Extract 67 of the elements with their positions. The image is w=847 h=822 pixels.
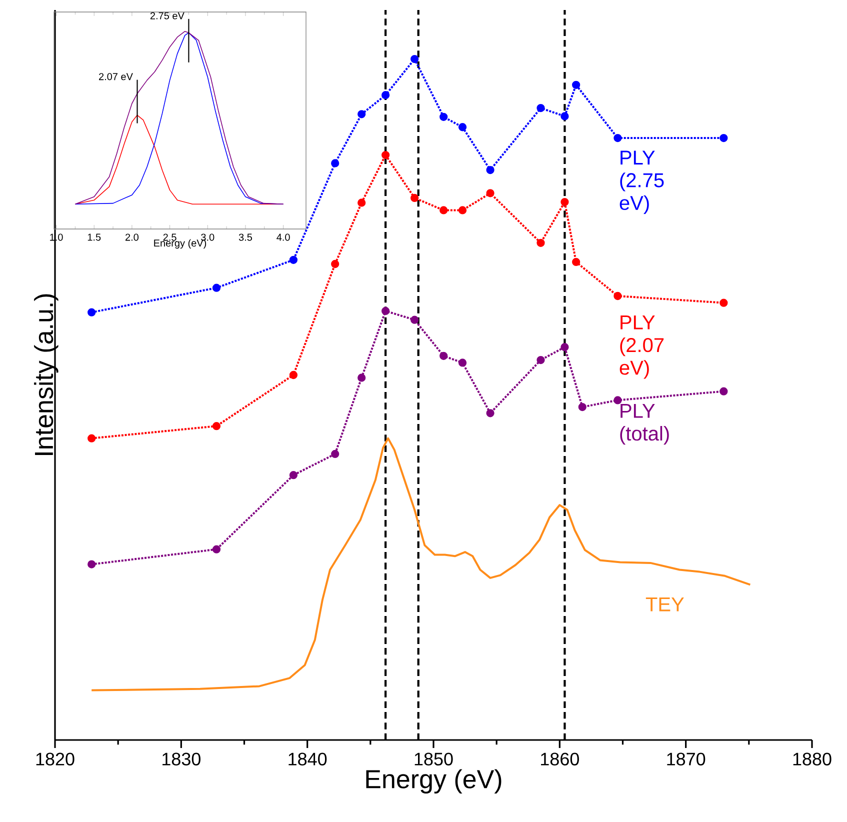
point	[560, 112, 569, 120]
x-axis-title: Energy (eV)	[366, 769, 502, 794]
x-tick-label: 2.5	[163, 234, 176, 241]
x-tick-label: 1860	[541, 752, 579, 766]
point	[331, 260, 340, 268]
point	[358, 374, 366, 382]
point	[614, 134, 622, 142]
x-tick-label: 2.0	[126, 234, 139, 241]
y-axis-title: Intensity (a.u.)	[34, 294, 58, 455]
point	[212, 422, 221, 430]
x-axis-title: Energy (eV)	[154, 239, 206, 249]
point	[212, 545, 221, 554]
point	[88, 560, 96, 568]
point	[536, 104, 545, 112]
series-label: PLY (2.75 eV)	[620, 150, 664, 214]
point	[720, 387, 728, 396]
point	[289, 471, 298, 480]
x-tick-label: 4.0	[276, 234, 290, 241]
point	[720, 298, 728, 307]
point	[486, 166, 494, 174]
point	[458, 123, 467, 132]
point	[560, 343, 569, 352]
x-tick-label: 1830	[162, 752, 200, 766]
x-tick-label: 1820	[36, 752, 74, 766]
x-tick-label: 3.5	[238, 234, 252, 241]
point	[88, 434, 96, 442]
point	[410, 316, 419, 324]
point	[614, 292, 622, 300]
point	[88, 308, 96, 316]
point	[486, 409, 494, 418]
point	[381, 306, 390, 316]
point	[560, 198, 569, 206]
x-tick-label: 1880	[793, 752, 832, 766]
series-label: PLY (2.07 eV)	[620, 316, 664, 379]
point	[536, 238, 545, 247]
series-label: PLY (total)	[620, 404, 669, 445]
point	[572, 80, 580, 89]
annotation: 2.75 eV	[150, 12, 184, 20]
point	[572, 258, 580, 266]
x-tick-label: 1850	[414, 752, 453, 766]
point	[486, 189, 494, 198]
point	[381, 150, 390, 160]
point	[331, 450, 340, 458]
x-tick-label: 1840	[288, 752, 327, 766]
point	[358, 110, 366, 118]
point	[458, 206, 467, 214]
point	[440, 352, 448, 360]
x-tick-label: 3.0	[201, 234, 214, 241]
point	[536, 356, 545, 364]
point	[440, 206, 448, 214]
point	[720, 134, 728, 142]
series-label: TEY	[646, 597, 684, 612]
point	[289, 256, 298, 264]
point	[410, 54, 419, 64]
point	[578, 402, 586, 412]
x-tick-label: 1870	[667, 752, 706, 766]
point	[614, 396, 622, 404]
point	[458, 358, 467, 367]
point	[410, 194, 419, 202]
point	[358, 198, 366, 207]
annotation: 2.07 eV	[99, 73, 133, 80]
x-tick-label: 1.5	[88, 234, 101, 241]
point	[289, 370, 298, 380]
point	[212, 284, 221, 292]
point	[440, 112, 448, 121]
point	[381, 91, 390, 100]
point	[331, 159, 340, 168]
